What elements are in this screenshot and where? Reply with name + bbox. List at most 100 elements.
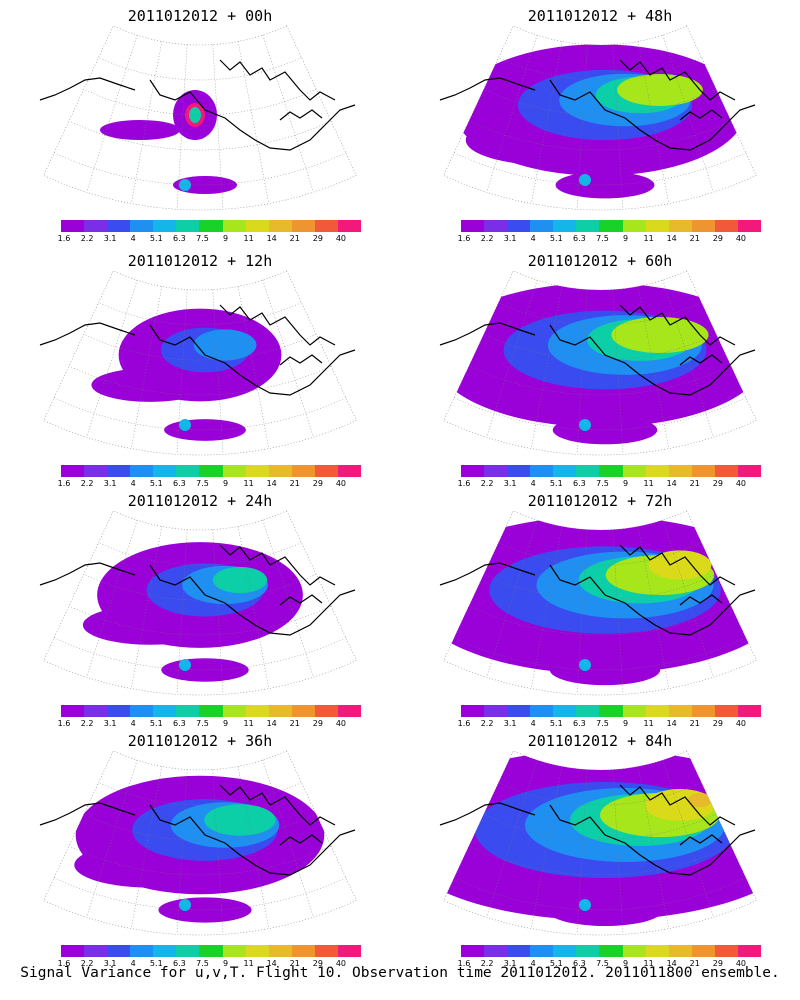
variance-contour [611,317,709,353]
colorbar-swatch [245,705,269,717]
colorbar-tick-label: 4 [530,234,536,243]
variance-contour [173,176,237,194]
map-panel: 2011012012 + 36h 1.6 2.2 3.1 4 5.1 6.3 7.5 9 11 14… [0,725,400,970]
colorbar-swatch [599,945,623,957]
variance-contour [158,897,252,923]
colorbar-swatch [484,705,508,717]
variance-contour [204,804,276,836]
colorbar-tick-label: 1.6 [457,719,471,728]
figure-caption: Signal Variance for u,v,T. Flight 10. Ob… [20,965,780,981]
colorbar-tick-label: 7.5 [196,959,209,968]
colorbar-swatch [222,945,246,957]
colorbar [61,705,362,717]
variance-contour [579,659,591,671]
colorbar-tick-label: 6.3 [573,959,586,968]
colorbar-tick-label: 2.2 [480,959,494,968]
colorbar-swatch [222,220,246,232]
colorbar-tick-label: 5.1 [149,234,163,243]
panel-title: 2011012012 + 60h [527,252,673,270]
colorbar-swatch [84,220,108,232]
colorbar-swatch [314,220,338,232]
colorbar-swatch [268,220,292,232]
colorbar-swatch [599,220,623,232]
colorbar-tick-label: 9 [622,719,629,728]
colorbar-swatch [576,705,600,717]
colorbar-tick-label: 14 [266,959,277,968]
variance-map [39,270,357,456]
colorbar-tick-label: 14 [266,719,277,728]
colorbar-tick-label: 1.6 [57,959,71,968]
colorbar-tick-label: 3.1 [503,234,517,243]
variance-contour [688,793,712,807]
colorbar-swatch [553,705,577,717]
variance-contour [648,550,712,580]
colorbar-swatch [461,465,485,477]
colorbar-swatch [507,465,531,477]
colorbar-tick-label: 11 [243,479,254,488]
colorbar-swatch [84,945,108,957]
colorbar-tick-label: 14 [666,719,677,728]
variance-contour [100,120,180,140]
colorbar-swatch [576,220,600,232]
colorbar-swatch [222,465,246,477]
panel-title: 2011012012 + 00h [127,7,273,25]
colorbar-swatch [622,465,646,477]
colorbar-tick-label: 5.1 [149,719,163,728]
colorbar-swatch [599,465,623,477]
colorbar-tick-label: 11 [643,479,654,488]
colorbar-swatch [714,705,738,717]
colorbar-swatch [461,220,485,232]
colorbar-tick-label: 21 [689,479,700,488]
colorbar-tick-label: 7.5 [596,479,609,488]
variance-map [439,270,757,456]
colorbar-ticks: 1.6 2.2 3.1 4 5.1 6.3 7.5 9 11 14 21 29 40 [55,479,375,489]
colorbar-swatch [622,705,646,717]
variance-contour [161,658,249,682]
colorbar-tick-label: 29 [712,479,723,488]
colorbar-swatch [645,945,669,957]
colorbar-swatch [84,465,108,477]
colorbar-tick-label: 29 [712,959,723,968]
colorbar-tick-label: 40 [335,719,347,728]
colorbar-swatch [645,220,669,232]
colorbar-tick-label: 11 [243,719,254,728]
colorbar-tick-label: 7.5 [596,234,609,243]
colorbar-tick-label: 1.6 [457,959,471,968]
map-panel: 2011012012 + 84h 1.6 2.2 3.1 4 5.1 6.3 7.5 9 11 14… [400,725,800,970]
colorbar-swatch [576,945,600,957]
colorbar-tick-label: 21 [689,959,700,968]
colorbar-swatch [530,705,554,717]
colorbar [461,465,762,477]
variance-contour [179,659,191,671]
colorbar-tick-label: 40 [335,959,347,968]
colorbar-tick-label: 29 [712,234,723,243]
colorbar-swatch [153,220,177,232]
coastline [439,544,756,636]
colorbar-tick-label: 14 [266,234,277,243]
panel-title: 2011012012 + 36h [127,732,273,750]
coastline [39,304,356,396]
colorbar-swatch [484,465,508,477]
colorbar-tick-label: 5.1 [149,959,163,968]
colorbar-swatch [153,705,177,717]
variance-contour [552,415,658,445]
colorbar-tick-label: 9 [622,479,629,488]
variance-contour [91,368,209,402]
coastline [439,784,756,876]
colorbar-tick-label: 7.5 [196,719,209,728]
graticule [454,280,746,455]
colorbar-tick-label: 1.6 [57,719,71,728]
variance-contour [579,899,591,911]
colorbar-swatch [199,465,223,477]
colorbar-swatch [107,465,131,477]
colorbar-swatch [199,220,223,232]
colorbar-swatch [714,220,738,232]
colorbar-swatch [176,945,200,957]
coastline [39,59,356,151]
colorbar-tick-label: 4 [130,479,136,488]
colorbar-swatch [668,705,692,717]
colorbar-swatch [691,220,715,232]
colorbar-tick-label: 5.1 [149,479,163,488]
variance-map [39,510,357,696]
panel-title: 2011012012 + 48h [527,7,673,25]
